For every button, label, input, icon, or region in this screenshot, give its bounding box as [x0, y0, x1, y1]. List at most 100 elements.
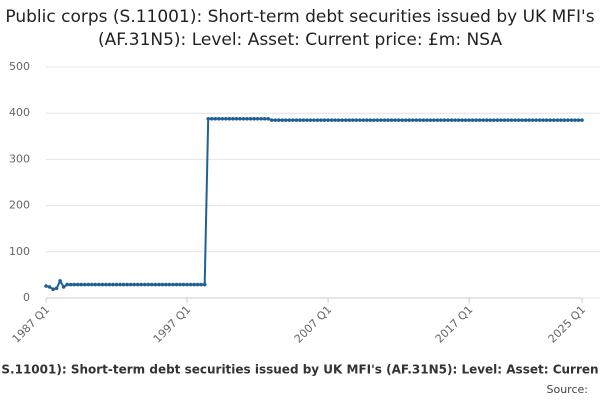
point	[322, 118, 327, 122]
point	[396, 118, 401, 122]
point	[566, 118, 570, 122]
point	[527, 118, 531, 122]
point	[442, 118, 447, 122]
point	[241, 116, 246, 121]
point	[248, 116, 253, 121]
point	[178, 282, 182, 287]
point	[202, 282, 207, 287]
point	[195, 282, 200, 287]
point	[157, 282, 161, 287]
point	[283, 118, 288, 122]
point	[245, 116, 249, 121]
point	[481, 118, 486, 122]
point	[153, 282, 158, 287]
point	[502, 118, 507, 122]
point	[44, 284, 48, 288]
caption: S.11001): Short-term debt securities iss…	[1, 363, 598, 377]
point	[93, 282, 98, 287]
point	[417, 118, 422, 122]
point	[139, 282, 144, 287]
point	[492, 118, 496, 122]
point	[580, 118, 584, 122]
point	[513, 118, 517, 122]
point	[273, 118, 278, 122]
point	[315, 118, 320, 122]
point	[379, 118, 383, 122]
point	[414, 118, 419, 122]
point	[544, 118, 549, 122]
point	[252, 116, 256, 121]
point	[495, 118, 500, 122]
point	[375, 118, 380, 122]
point	[358, 118, 362, 122]
point	[520, 118, 524, 122]
x-tick-label: 2007 Q1	[292, 303, 335, 346]
point	[51, 287, 55, 292]
point	[393, 118, 397, 122]
point	[287, 118, 292, 122]
point	[164, 282, 168, 287]
point	[562, 118, 567, 122]
point	[206, 116, 211, 121]
point	[534, 118, 538, 122]
point	[573, 118, 577, 122]
point	[132, 282, 136, 287]
point	[220, 116, 225, 121]
point	[255, 116, 260, 121]
point	[107, 282, 112, 287]
point	[354, 118, 359, 122]
point	[386, 118, 390, 122]
y-tick-label: 200	[9, 199, 30, 212]
point	[446, 118, 450, 122]
point	[114, 282, 119, 287]
point	[474, 118, 479, 122]
y-tick-label: 100	[9, 245, 30, 258]
point	[559, 118, 563, 122]
point	[86, 282, 91, 287]
point	[75, 282, 80, 287]
point	[329, 118, 334, 122]
point	[410, 118, 415, 122]
point	[488, 118, 493, 122]
point	[439, 118, 443, 122]
point	[463, 118, 468, 122]
y-tick-label: 500	[9, 60, 30, 73]
x-tick-label: 2025 Q1	[546, 303, 589, 346]
point	[319, 118, 323, 122]
point	[460, 118, 464, 122]
point	[365, 118, 369, 122]
point	[291, 118, 295, 122]
point	[400, 118, 404, 122]
point	[467, 118, 471, 122]
x-tick-label: 1987 Q1	[10, 303, 53, 346]
point	[301, 118, 306, 122]
point	[280, 118, 285, 122]
line	[45, 117, 582, 291]
point	[72, 282, 77, 287]
point	[199, 282, 203, 287]
point	[432, 118, 436, 122]
point	[185, 282, 189, 287]
point	[449, 118, 454, 122]
point	[336, 118, 341, 122]
point	[167, 282, 172, 287]
point	[171, 282, 175, 287]
point	[269, 118, 274, 122]
point	[160, 282, 165, 287]
point	[477, 118, 482, 122]
point	[54, 286, 59, 291]
point	[421, 118, 426, 122]
point	[111, 282, 115, 287]
point	[506, 118, 510, 122]
point	[509, 118, 514, 122]
point	[576, 118, 581, 122]
point	[523, 118, 528, 122]
point	[425, 118, 429, 122]
point	[90, 282, 94, 287]
point	[61, 285, 66, 289]
point	[350, 118, 355, 122]
point	[298, 118, 302, 122]
source: Source:	[547, 383, 589, 396]
x-tick-label: 2017 Q1	[433, 303, 476, 346]
point	[347, 118, 352, 122]
